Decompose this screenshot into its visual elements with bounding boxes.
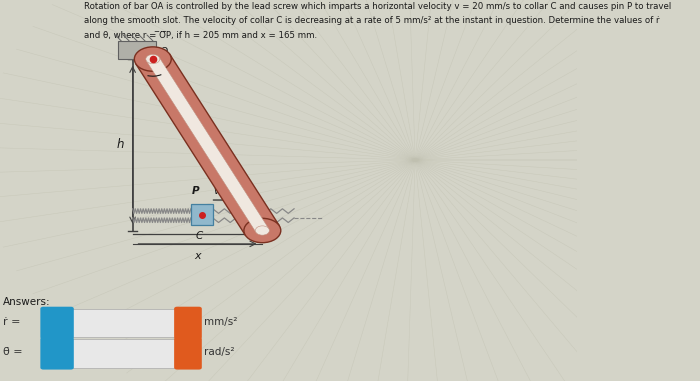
- Bar: [43, 309, 199, 337]
- Bar: [118, 41, 155, 59]
- Text: C: C: [195, 231, 202, 240]
- Text: v: v: [214, 186, 219, 196]
- FancyBboxPatch shape: [174, 337, 202, 370]
- Circle shape: [244, 218, 281, 243]
- Text: h: h: [116, 138, 124, 151]
- Text: !: !: [186, 347, 190, 357]
- Bar: [43, 339, 199, 368]
- Text: ṙ =: ṙ =: [3, 317, 20, 327]
- Text: along the smooth slot. The velocity of collar C is decreasing at a rate of 5 mm/: along the smooth slot. The velocity of c…: [83, 16, 659, 26]
- FancyBboxPatch shape: [41, 337, 74, 370]
- Text: θ: θ: [159, 82, 165, 92]
- Text: θ̈ =: θ̈ =: [3, 347, 22, 357]
- Text: i: i: [55, 347, 59, 357]
- Text: !: !: [186, 317, 190, 327]
- Circle shape: [146, 54, 160, 64]
- FancyBboxPatch shape: [174, 307, 202, 339]
- Text: Answers:: Answers:: [3, 297, 50, 307]
- Polygon shape: [146, 57, 269, 232]
- Text: mm/s²: mm/s²: [204, 317, 237, 327]
- Text: i: i: [55, 317, 59, 327]
- FancyBboxPatch shape: [41, 307, 74, 339]
- Polygon shape: [136, 54, 279, 235]
- Text: and θ, where r = ̅O̅P, if h = 205 mm and x = 165 mm.: and θ, where r = ̅O̅P, if h = 205 mm and…: [83, 31, 316, 40]
- Text: P: P: [191, 186, 199, 196]
- Circle shape: [134, 47, 172, 71]
- Bar: [191, 204, 213, 225]
- Text: x: x: [194, 251, 201, 261]
- Text: Rotation of bar OA is controlled by the lead screw which imparts a horizontal ve: Rotation of bar OA is controlled by the …: [83, 2, 671, 11]
- Circle shape: [256, 226, 270, 235]
- Text: O: O: [160, 47, 168, 57]
- Text: A: A: [270, 229, 276, 239]
- Text: rad/s²: rad/s²: [204, 347, 234, 357]
